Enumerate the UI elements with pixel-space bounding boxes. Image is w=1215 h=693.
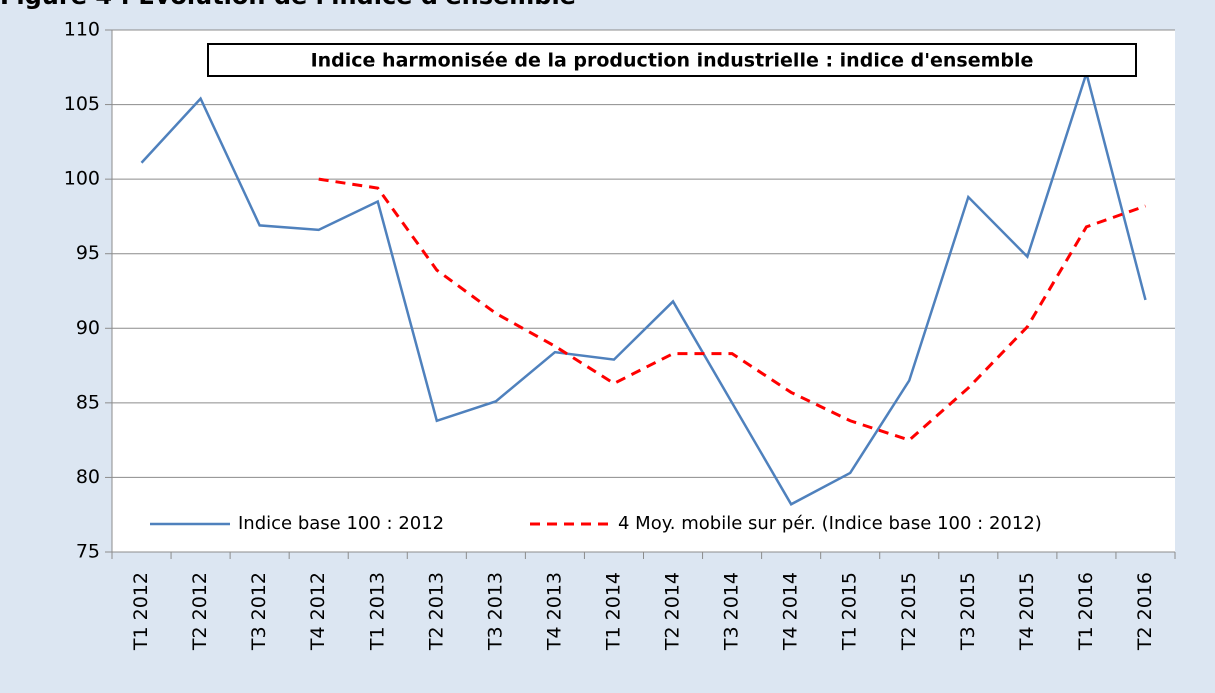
y-tick-label: 100 [64,168,100,190]
legend-label: Indice base 100 : 2012 [238,513,444,534]
x-tick-label: T3 2013 [484,572,506,651]
x-tick-label: T3 2015 [957,572,979,651]
y-tick-label: 90 [76,317,100,339]
y-tick-label: 75 [76,541,100,563]
figure-heading: Figure 4 : Evolution de l'indice d'ensem… [0,0,576,10]
x-tick-label: T4 2014 [780,572,802,651]
series-line [318,177,1146,442]
y-tick-label: 110 [64,19,100,41]
x-tick-label: T2 2013 [425,572,447,651]
x-tick-label: T4 2013 [543,572,565,651]
x-tick-label: T1 2013 [366,572,388,651]
chart-title: Indice harmonisée de la production indus… [311,50,1034,72]
title-box [207,43,1137,77]
x-tick-label: T1 2015 [839,572,861,651]
x-tick-label: T1 2014 [602,572,624,651]
y-tick-label: 105 [64,93,100,115]
y-tick-label: 80 [76,466,100,488]
x-tick-label: T4 2012 [307,572,329,651]
y-tick-label: 85 [76,391,100,413]
x-tick-label: T4 2015 [1016,572,1038,651]
x-tick-label: T2 2015 [898,572,920,651]
x-tick-label: T1 2016 [1075,572,1097,651]
x-tick-label: T3 2014 [721,572,743,651]
x-tick-label: T1 2012 [130,572,152,651]
x-tick-label: T2 2012 [189,572,211,651]
series-line [140,68,1147,506]
y-tick-label: 95 [76,242,100,264]
x-tick-label: T3 2012 [248,572,270,651]
x-tick-label: T2 2016 [1134,572,1156,651]
plot-area [112,30,1175,552]
x-tick-label: T2 2014 [662,572,684,651]
legend-label: 4 Moy. mobile sur pér. (Indice base 100 … [618,513,1042,534]
